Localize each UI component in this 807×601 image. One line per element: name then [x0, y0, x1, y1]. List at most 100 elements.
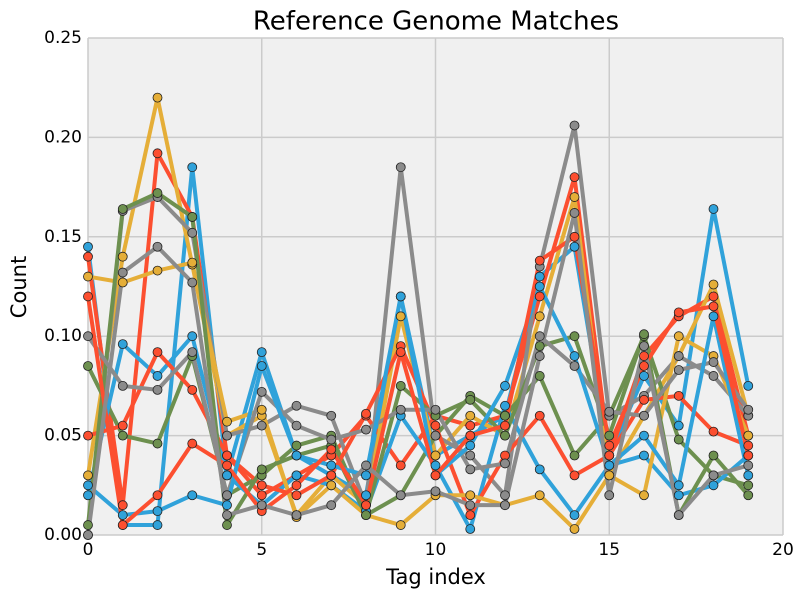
- data-point: [152, 490, 163, 501]
- data-point: [222, 470, 232, 481]
- data-point: [639, 329, 649, 340]
- data-point: [534, 410, 545, 421]
- data-point: [534, 464, 545, 475]
- data-point: [256, 361, 267, 371]
- data-point: [256, 404, 267, 415]
- data-point: [152, 506, 163, 517]
- data-point: [222, 460, 232, 471]
- data-point: [222, 520, 232, 530]
- data-point: [326, 480, 337, 491]
- data-point: [604, 450, 615, 461]
- data-point: [604, 440, 615, 451]
- data-point: [430, 430, 441, 441]
- data-point: [465, 524, 476, 534]
- data-point: [83, 530, 93, 540]
- data-point: [83, 331, 93, 342]
- data-point: [187, 347, 198, 358]
- data-point: [639, 361, 649, 371]
- data-point: [361, 470, 371, 481]
- x-axis-label: Tag index: [385, 565, 486, 589]
- data-point: [569, 331, 580, 342]
- data-point: [673, 510, 684, 521]
- data-point: [326, 500, 337, 511]
- data-point: [708, 470, 719, 481]
- data-point: [187, 490, 198, 501]
- data-point: [152, 438, 163, 449]
- data-point: [743, 380, 754, 391]
- data-point: [569, 524, 580, 534]
- data-point: [291, 420, 302, 431]
- data-point: [83, 520, 93, 530]
- data-point: [187, 438, 198, 449]
- data-point: [534, 281, 545, 292]
- data-point: [465, 490, 476, 501]
- x-tick-label: 20: [772, 540, 794, 560]
- data-point: [256, 464, 267, 475]
- data-point: [187, 257, 198, 268]
- data-point: [222, 430, 232, 441]
- data-point: [639, 410, 649, 421]
- data-point: [500, 380, 510, 391]
- data-point: [639, 394, 649, 405]
- data-point: [500, 458, 510, 469]
- data-point: [708, 371, 719, 381]
- data-point: [187, 384, 198, 395]
- data-point: [361, 500, 371, 511]
- data-point: [83, 470, 93, 481]
- data-point: [708, 450, 719, 461]
- data-point: [222, 500, 232, 511]
- data-point: [534, 271, 545, 282]
- data-point: [500, 420, 510, 431]
- data-point: [708, 426, 719, 437]
- data-point: [361, 510, 371, 521]
- data-point: [152, 371, 163, 381]
- data-point: [117, 204, 128, 214]
- data-point: [187, 331, 198, 342]
- data-point: [152, 347, 163, 358]
- data-point: [604, 430, 615, 441]
- data-point: [604, 470, 615, 481]
- data-point: [117, 500, 128, 511]
- data-point: [604, 490, 615, 501]
- chart-title: Reference Genome Matches: [253, 7, 619, 37]
- data-point: [83, 271, 93, 282]
- data-point: [395, 162, 406, 173]
- data-point: [534, 371, 545, 381]
- data-point: [117, 430, 128, 441]
- data-point: [743, 480, 754, 491]
- y-tick-label: 0.15: [44, 227, 82, 247]
- data-point: [152, 148, 163, 159]
- data-point: [395, 404, 406, 415]
- data-point: [569, 231, 580, 242]
- data-point: [708, 357, 719, 367]
- data-point: [673, 434, 684, 445]
- data-point: [708, 480, 719, 491]
- data-point: [569, 172, 580, 183]
- data-point: [256, 347, 267, 358]
- data-point: [291, 470, 302, 481]
- lines: [86, 95, 751, 536]
- data-point: [673, 351, 684, 361]
- data-point: [117, 510, 128, 521]
- series-line: [86, 284, 751, 518]
- data-point: [569, 351, 580, 361]
- data-point: [500, 490, 510, 501]
- data-point: [256, 490, 267, 501]
- data-point: [395, 460, 406, 471]
- data-point: [743, 460, 754, 471]
- data-point: [117, 520, 128, 530]
- data-point: [256, 500, 267, 511]
- y-tick-label: 0.10: [44, 326, 82, 346]
- data-point: [152, 241, 163, 252]
- data-point: [152, 384, 163, 395]
- data-point: [743, 490, 754, 501]
- data-point: [743, 470, 754, 481]
- data-point: [639, 430, 649, 441]
- data-point: [395, 347, 406, 358]
- series-line: [86, 334, 750, 532]
- data-point: [430, 420, 441, 431]
- data-point: [152, 265, 163, 276]
- points: [83, 92, 754, 540]
- data-point: [395, 311, 406, 322]
